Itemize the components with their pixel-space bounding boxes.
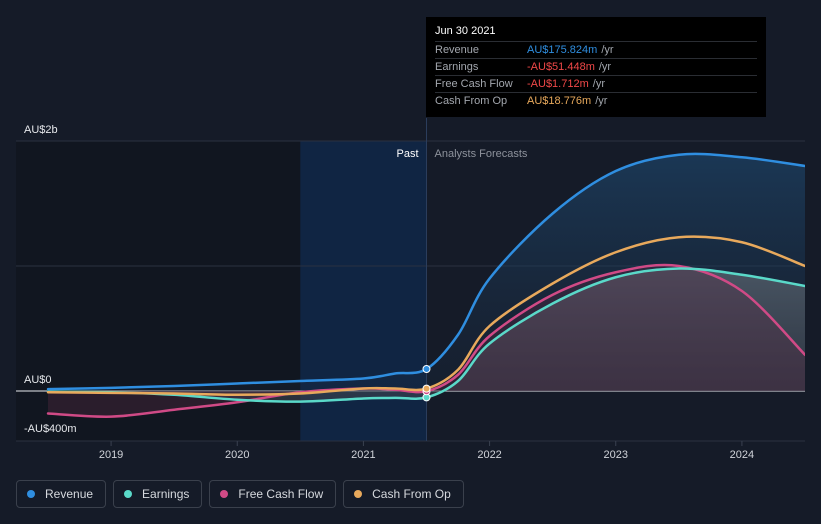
tooltip-unit: /yr [595, 95, 608, 107]
series-lines [46, 152, 805, 418]
tooltip-value: AU$175.824m [527, 44, 598, 56]
y-tick-label: AU$2b [24, 124, 58, 136]
tooltip-value: -AU$1.712m [527, 78, 589, 90]
x-tick-label: 2019 [99, 449, 123, 461]
marker-revenue [422, 365, 431, 373]
tooltip-unit: /yr [592, 78, 605, 90]
tooltip-row-cash-from-op: Cash From Op AU$18.776m /yr [435, 92, 757, 109]
marker-cash-from-op [422, 384, 431, 393]
x-axis-labels: 2019 2020 2021 2022 2023 2024 [99, 441, 754, 461]
forecast-label: Analysts Forecasts [435, 148, 528, 160]
legend: Revenue Earnings Free Cash Flow Cash Fro… [16, 480, 464, 510]
free-cash-flow-area [48, 264, 805, 417]
tooltip-date: Jun 30 2021 [435, 25, 496, 37]
x-tick-label: 2022 [477, 449, 501, 461]
x-tick-label: 2021 [351, 449, 375, 461]
series-line-cash-from-op [46, 235, 805, 397]
legend-dot-icon [354, 490, 363, 498]
tooltip-unit: /yr [601, 44, 614, 56]
legend-label: Revenue [45, 487, 94, 501]
tooltip-label: Cash From Op [435, 95, 508, 107]
y-tick-label: AU$0 [24, 374, 52, 386]
tooltip-unit: /yr [598, 61, 612, 73]
area-fills [48, 153, 805, 417]
legend-dot-icon [27, 490, 35, 498]
legend-dot-icon [124, 490, 133, 498]
tooltip: Jun 30 2021 Revenue AU$175.824m /yr Earn… [426, 17, 766, 117]
legend-label: Earnings [142, 487, 190, 501]
legend-label: Free Cash Flow [238, 487, 324, 501]
past-label: Past [396, 148, 418, 160]
tooltip-label: Free Cash Flow [435, 78, 513, 90]
series-line-earnings [46, 267, 805, 403]
y-tick-label: -AU$400m [24, 423, 77, 435]
y-axis-labels: AU$2b AU$0 -AU$400m [24, 124, 77, 435]
x-tick-label: 2020 [225, 449, 249, 461]
tooltip-markers [422, 365, 431, 402]
series-line-revenue [46, 152, 805, 391]
x-tick-label: 2024 [730, 449, 754, 461]
legend-item-cash-from-op[interactable]: Cash From Op [343, 480, 464, 508]
legend-item-earnings[interactable]: Earnings [113, 480, 203, 508]
legend-item-free-cash-flow[interactable]: Free Cash Flow [209, 480, 337, 508]
earnings-area [48, 268, 805, 402]
legend-item-revenue[interactable]: Revenue [16, 480, 107, 508]
x-tick-label: 2023 [604, 449, 628, 461]
tooltip-label: Revenue [435, 44, 480, 56]
tooltip-row-free-cash-flow: Free Cash Flow -AU$1.712m /yr [435, 75, 757, 92]
tooltip-value: -AU$51.448m [527, 61, 595, 73]
tooltip-label: Earnings [435, 61, 479, 73]
legend-label: Cash From Op [372, 487, 451, 501]
tooltip-row-earnings: Earnings -AU$51.448m /yr [435, 58, 757, 75]
series-line-free-cash-flow [46, 263, 805, 418]
tooltip-value: AU$18.776m [527, 95, 592, 107]
legend-dot-icon [220, 490, 229, 498]
tooltip-row-revenue: Revenue AU$175.824m /yr [435, 41, 757, 58]
